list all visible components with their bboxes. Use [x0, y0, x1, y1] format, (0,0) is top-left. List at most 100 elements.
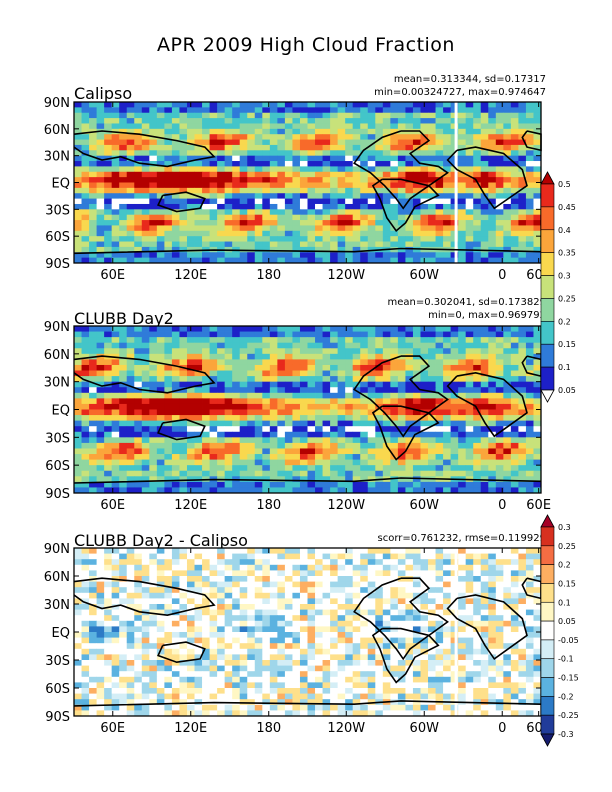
field-cell	[89, 426, 97, 433]
field-cell	[74, 177, 82, 183]
field-cell	[345, 415, 354, 422]
field-cell	[262, 102, 271, 108]
field-cell	[299, 128, 308, 135]
field-cell	[428, 598, 436, 605]
field-cell	[495, 620, 504, 627]
field-cell	[134, 437, 143, 444]
field-cell	[337, 241, 346, 248]
field-cell	[405, 241, 414, 248]
field-cell	[420, 209, 429, 216]
field-cell	[495, 134, 504, 140]
field-cell	[119, 144, 128, 151]
field-cell	[367, 487, 376, 494]
field-cell	[224, 134, 233, 140]
field-cell	[352, 437, 361, 444]
field-cell	[450, 609, 459, 616]
field-cell	[74, 118, 82, 124]
field-cell	[224, 236, 233, 242]
field-cell	[367, 381, 376, 388]
field-cell	[269, 331, 278, 338]
field-cell	[420, 150, 429, 157]
field-cell	[81, 134, 90, 140]
field-cell	[397, 637, 406, 644]
field-cell	[510, 570, 519, 577]
field-cell	[269, 182, 278, 189]
field-cell	[518, 220, 527, 226]
field-cell	[217, 604, 226, 610]
field-cell	[518, 598, 527, 605]
field-cell	[307, 161, 316, 167]
field-cell	[405, 187, 414, 194]
field-cell	[397, 107, 406, 114]
field-cell	[111, 454, 120, 460]
field-cell	[397, 155, 406, 162]
field-cell	[510, 150, 519, 157]
field-cell	[367, 128, 376, 135]
field-cell	[533, 118, 542, 124]
field-cell	[510, 348, 519, 355]
field-cell	[217, 581, 226, 588]
field-cell	[465, 470, 474, 477]
field-cell	[495, 448, 504, 455]
field-cell	[126, 387, 135, 394]
field-cell	[269, 454, 278, 460]
field-cell	[480, 587, 489, 594]
field-cell	[473, 348, 482, 355]
field-cell	[284, 392, 293, 399]
field-cell	[284, 470, 293, 477]
field-cell	[465, 364, 474, 371]
field-cell	[171, 448, 180, 455]
field-cell	[412, 598, 421, 605]
field-cell	[458, 576, 467, 582]
field-cell	[367, 559, 376, 566]
field-cell	[247, 598, 256, 605]
field-cell	[232, 102, 241, 108]
field-cell	[164, 437, 173, 444]
field-cell	[202, 548, 210, 554]
field-cell	[428, 420, 436, 427]
field-cell	[525, 193, 534, 199]
field-cell	[224, 609, 233, 616]
field-cell	[232, 648, 241, 655]
field-cell	[330, 548, 339, 554]
field-cell	[269, 203, 278, 210]
field-cell	[435, 415, 444, 422]
field-cell	[141, 487, 150, 494]
field-cell	[503, 326, 512, 332]
field-cell	[217, 587, 226, 594]
field-cell	[412, 214, 421, 221]
field-cell	[525, 203, 534, 210]
field-cell	[458, 353, 467, 360]
field-cell	[179, 134, 188, 140]
field-cell	[239, 236, 248, 242]
field-cell	[156, 465, 165, 472]
lon-tick-label: 60E	[100, 268, 125, 283]
field-cell	[134, 392, 143, 399]
field-cell	[315, 337, 323, 344]
field-cell	[81, 161, 90, 167]
field-cell	[405, 203, 414, 210]
field-cell	[435, 598, 444, 605]
field-cell	[382, 465, 391, 472]
field-cell	[518, 476, 527, 483]
field-cell	[254, 107, 263, 114]
field-cell	[450, 364, 459, 371]
field-cell	[322, 187, 331, 194]
field-cell	[397, 420, 406, 427]
field-cell	[164, 102, 173, 108]
field-cell	[202, 409, 210, 416]
field-cell	[74, 123, 82, 130]
field-cell	[262, 326, 271, 332]
field-cell	[345, 193, 354, 199]
field-cell	[315, 331, 323, 338]
field-cell	[164, 564, 173, 571]
field-cell	[89, 236, 97, 242]
field-cell	[186, 437, 195, 444]
field-cell	[89, 481, 97, 488]
field-cell	[96, 564, 105, 571]
field-cell	[149, 420, 158, 427]
field-cell	[179, 171, 188, 178]
field-cell	[194, 150, 203, 157]
field-cell	[141, 182, 150, 189]
field-cell	[518, 381, 527, 388]
